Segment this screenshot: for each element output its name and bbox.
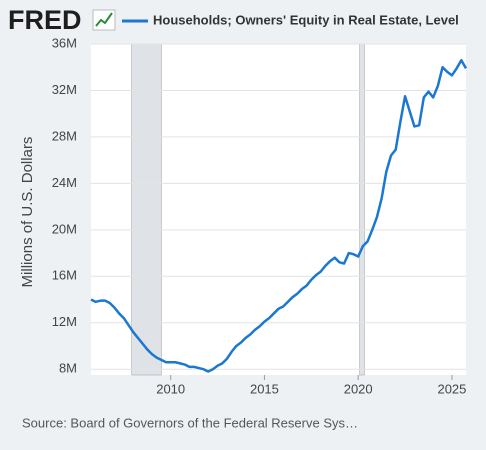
y-tick-label: 8M [59,361,77,376]
source: Source: Board of Governors of the Federa… [22,415,358,430]
x-tick-label: 2020 [344,381,373,396]
recession-band [131,43,162,376]
logo: FRED [8,5,82,35]
y-tick-label: 28M [52,128,77,143]
logo-icon [92,9,116,31]
x-tick-label: 2015 [250,381,279,396]
y-tick-label: 20M [52,221,77,236]
recession-band [359,43,365,376]
x-tick-label: 2025 [437,381,466,396]
x-tick-label: 2010 [156,381,185,396]
y-tick-label: 24M [52,175,77,190]
y-tick-label: 36M [52,35,77,50]
y-tick-label: 16M [52,268,77,283]
y-tick-label: 32M [52,82,77,97]
y-axis-label: Millions of U.S. Dollars [19,137,36,288]
y-tick-label: 12M [52,314,77,329]
series-line [90,59,468,373]
legend-label: Households; Owners' Equity in Real Estat… [153,12,459,27]
